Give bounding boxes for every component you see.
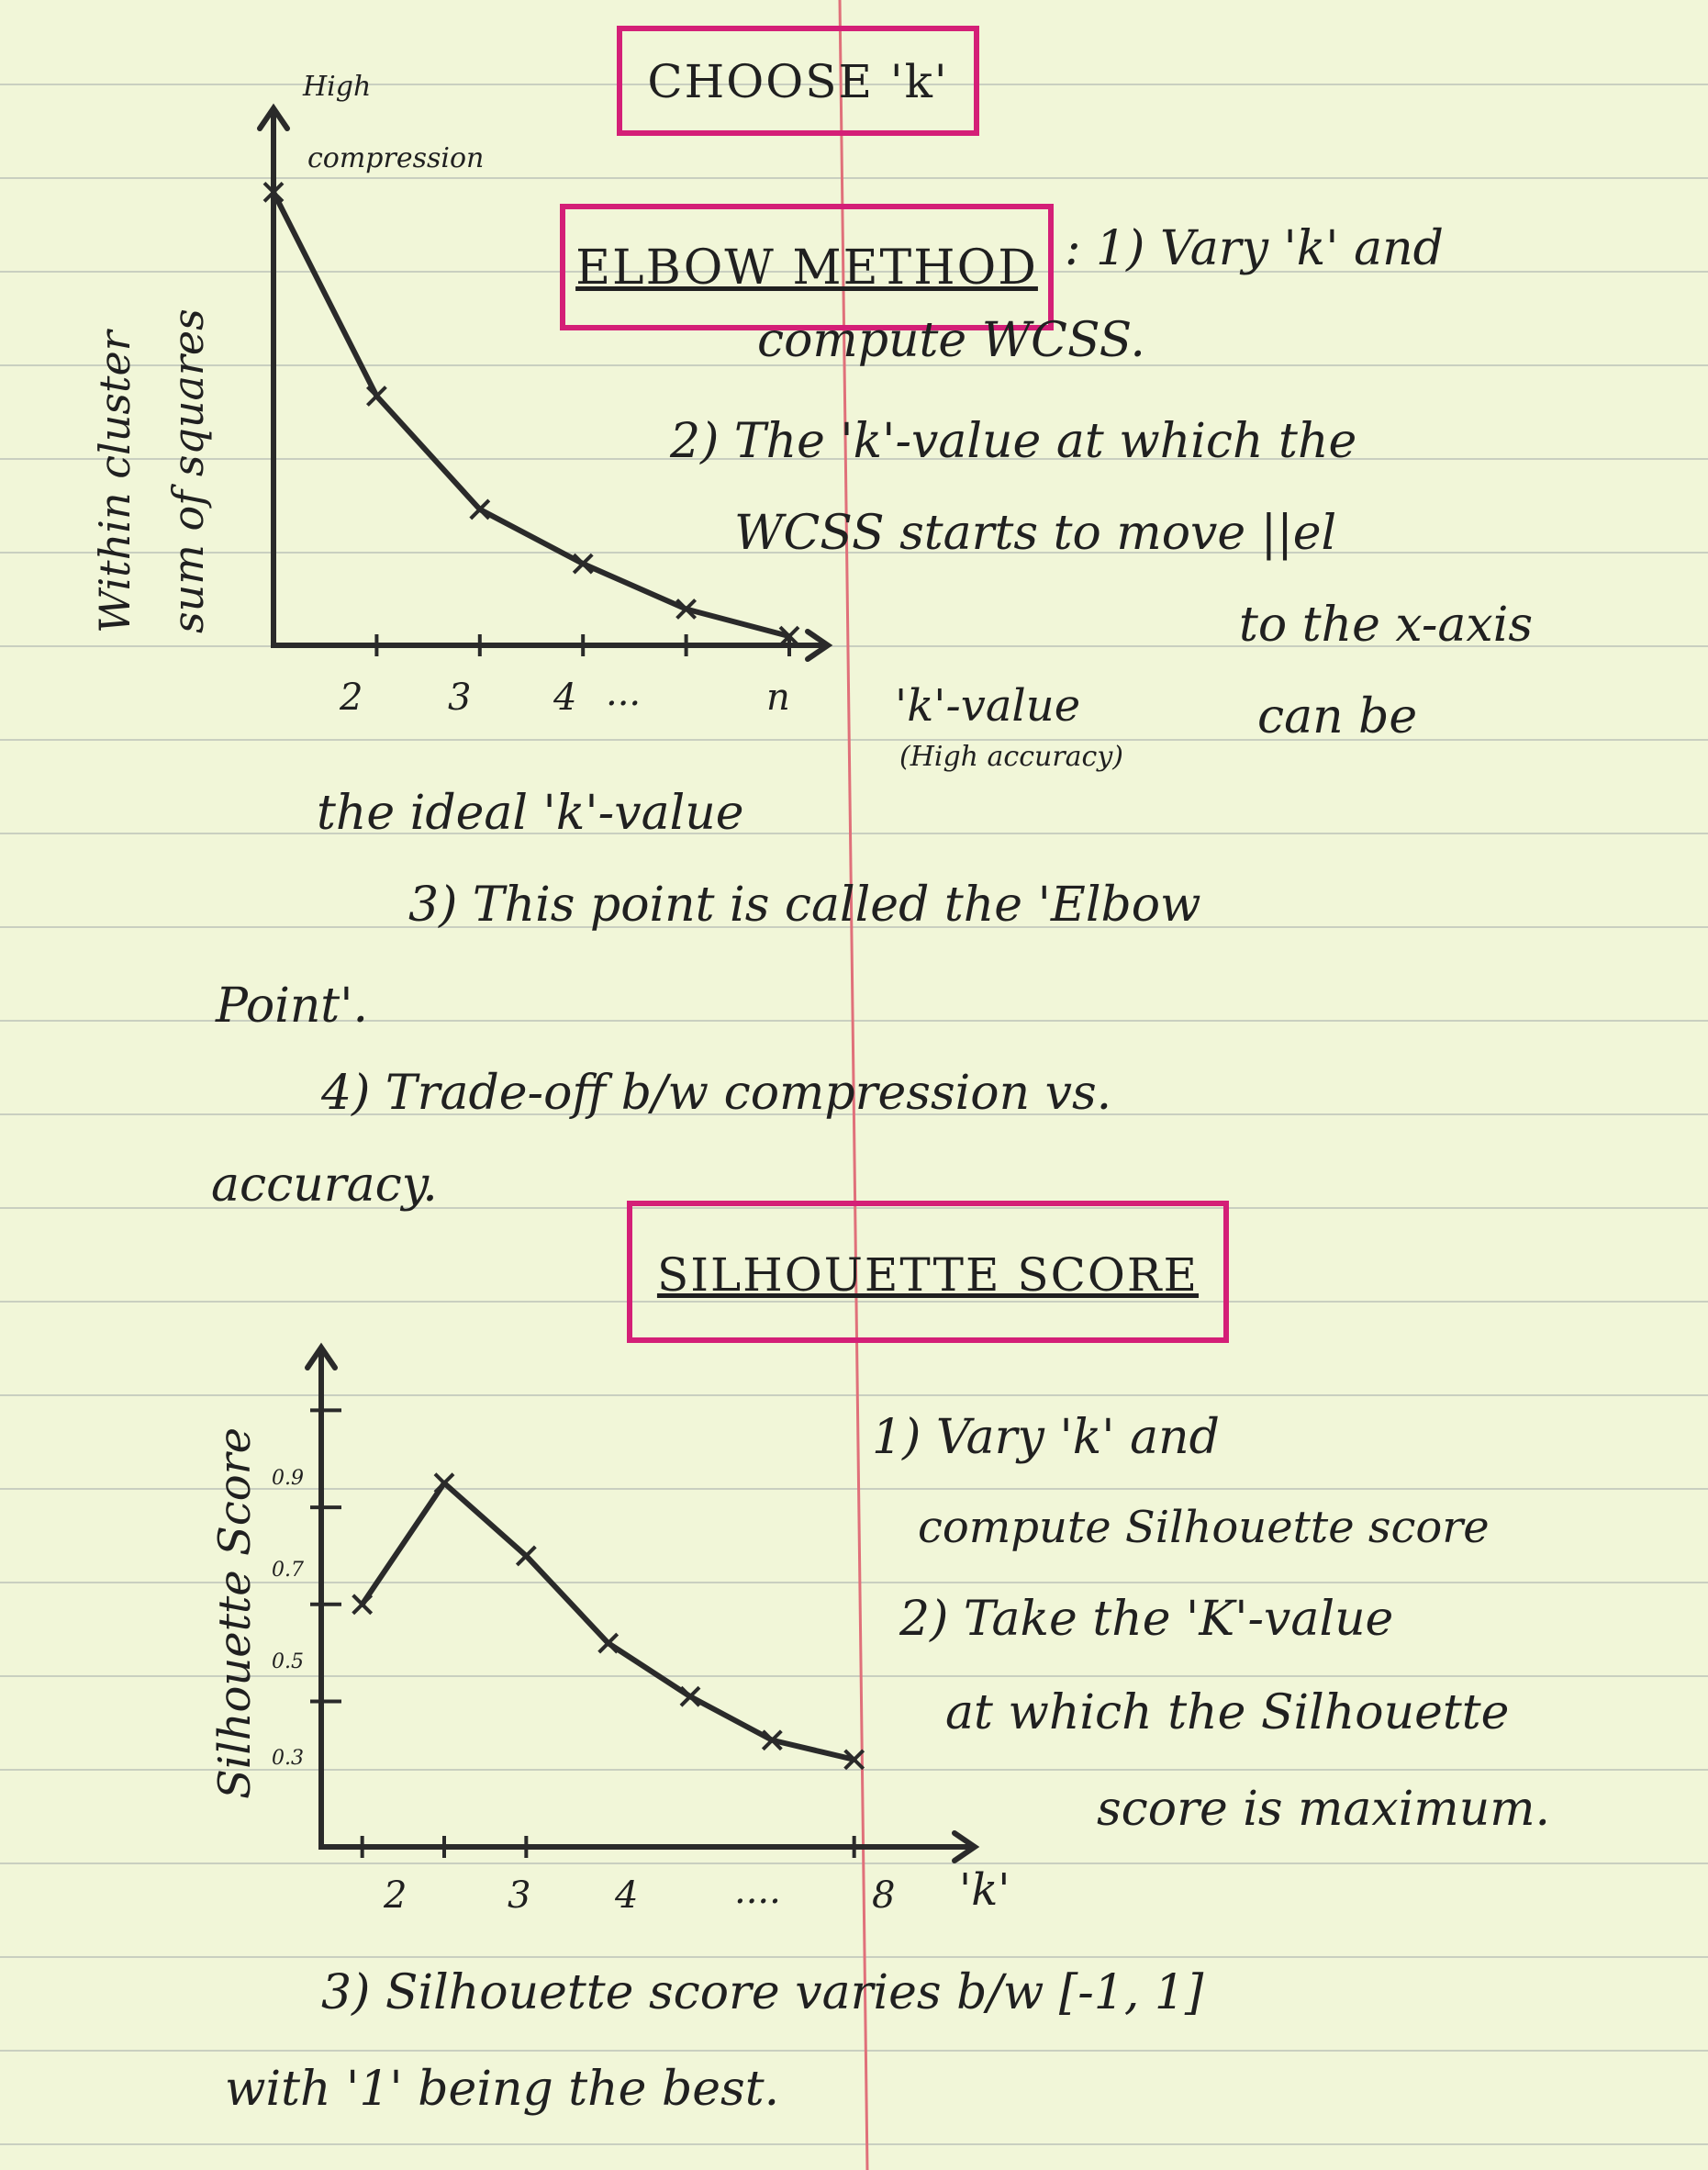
elbow-step-3: 3) This point is called the 'Elbow	[408, 878, 1201, 933]
elbow-top-label-2: compression	[307, 142, 485, 174]
silhouette-data-point	[843, 1749, 865, 1771]
silhouette-step-2-cont: at which the Silhouette	[945, 1685, 1510, 1740]
silhouette-axes	[318, 1347, 976, 1850]
margin-line	[838, 0, 869, 2170]
elbow-step-4: 4) Trade-off b/w compression vs.	[321, 1066, 1112, 1121]
elbow-step-4-cont: accuracy.	[211, 1158, 438, 1213]
silhouette-heading-box: SILHOUETTE SCORE	[627, 1201, 1229, 1343]
silhouette-series-line	[359, 1480, 857, 1762]
silhouette-data-point	[352, 1594, 374, 1616]
silhouette-step-3-cont: with '1' being the best.	[225, 2062, 780, 2117]
elbow-heading-box: ELBOW METHOD	[560, 204, 1054, 330]
silhouette-x-tick-0: 2	[384, 1874, 407, 1917]
elbow-data-point	[675, 598, 698, 620]
elbow-data-point	[469, 498, 491, 520]
silhouette-step-1-cont: compute Silhouette score	[918, 1502, 1490, 1553]
silhouette-y-tick-1: 0.7	[272, 1559, 304, 1582]
elbow-series-line	[271, 189, 792, 640]
elbow-heading: ELBOW METHOD	[575, 240, 1038, 296]
silhouette-y-arrow	[305, 1342, 338, 1370]
elbow-x-tick-2: 4	[553, 677, 577, 719]
elbow-x-tick-0: 2	[340, 677, 363, 719]
silhouette-y-tick-0: 0.9	[272, 1467, 304, 1490]
title-box: CHOOSE 'k'	[617, 26, 979, 136]
elbow-step-2-cont2: to the x-axis	[1239, 598, 1534, 653]
elbow-step-1: : 1) Vary 'k' and	[1065, 221, 1444, 276]
elbow-x-arrow	[805, 629, 833, 662]
silhouette-heading: SILHOUETTE SCORE	[656, 1248, 1200, 1302]
silhouette-step-3: 3) Silhouette score varies b/w [-1, 1]	[321, 1965, 1204, 2020]
silhouette-x-tick-2: 4	[615, 1874, 639, 1917]
elbow-x-tick-1: 3	[448, 677, 472, 719]
silhouette-data-point	[515, 1545, 537, 1567]
silhouette-step-2-cont2: score is maximum.	[1097, 1782, 1551, 1837]
elbow-step-2-cont: WCSS starts to move ||el	[734, 506, 1337, 561]
elbow-x-tick-3: ...	[606, 672, 642, 714]
elbow-data-point	[262, 181, 285, 203]
elbow-x-tick-4: n	[766, 677, 790, 719]
silhouette-x-tick-1: 3	[508, 1874, 531, 1917]
silhouette-y-tick-2: 0.5	[272, 1650, 304, 1673]
silhouette-data-point	[679, 1685, 701, 1707]
elbow-step-2-cont4: the ideal 'k'-value	[317, 786, 744, 841]
silhouette-data-point	[597, 1632, 620, 1654]
elbow-x-label: 'k'-value	[895, 680, 1081, 732]
page-title: CHOOSE 'k'	[647, 55, 949, 108]
silhouette-x-arrow	[952, 1830, 980, 1863]
elbow-step-2: 2) The 'k'-value at which the	[670, 414, 1357, 469]
silhouette-x-tick-4: 8	[872, 1874, 896, 1917]
elbow-step-1-cont: compute WCSS.	[757, 313, 1145, 368]
elbow-step-2-cont3: can be	[1257, 689, 1418, 744]
elbow-y-arrow	[257, 103, 290, 131]
elbow-bottom-label: (High accuracy)	[899, 741, 1124, 773]
elbow-top-label-1: High	[303, 71, 372, 103]
elbow-step-3-cont: Point'.	[216, 979, 369, 1034]
elbow-data-point	[572, 553, 594, 575]
silhouette-x-tick-3: ....	[734, 1870, 781, 1912]
elbow-data-point	[365, 386, 387, 407]
silhouette-step-2: 2) Take the 'K'-value	[899, 1592, 1394, 1647]
silhouette-data-point	[761, 1729, 783, 1751]
silhouette-y-tick-3: 0.3	[272, 1747, 304, 1770]
elbow-axes	[271, 107, 829, 648]
silhouette-data-point	[433, 1472, 455, 1494]
silhouette-x-label: 'k'	[959, 1864, 1010, 1916]
silhouette-step-1: 1) Vary 'k' and	[872, 1410, 1220, 1465]
